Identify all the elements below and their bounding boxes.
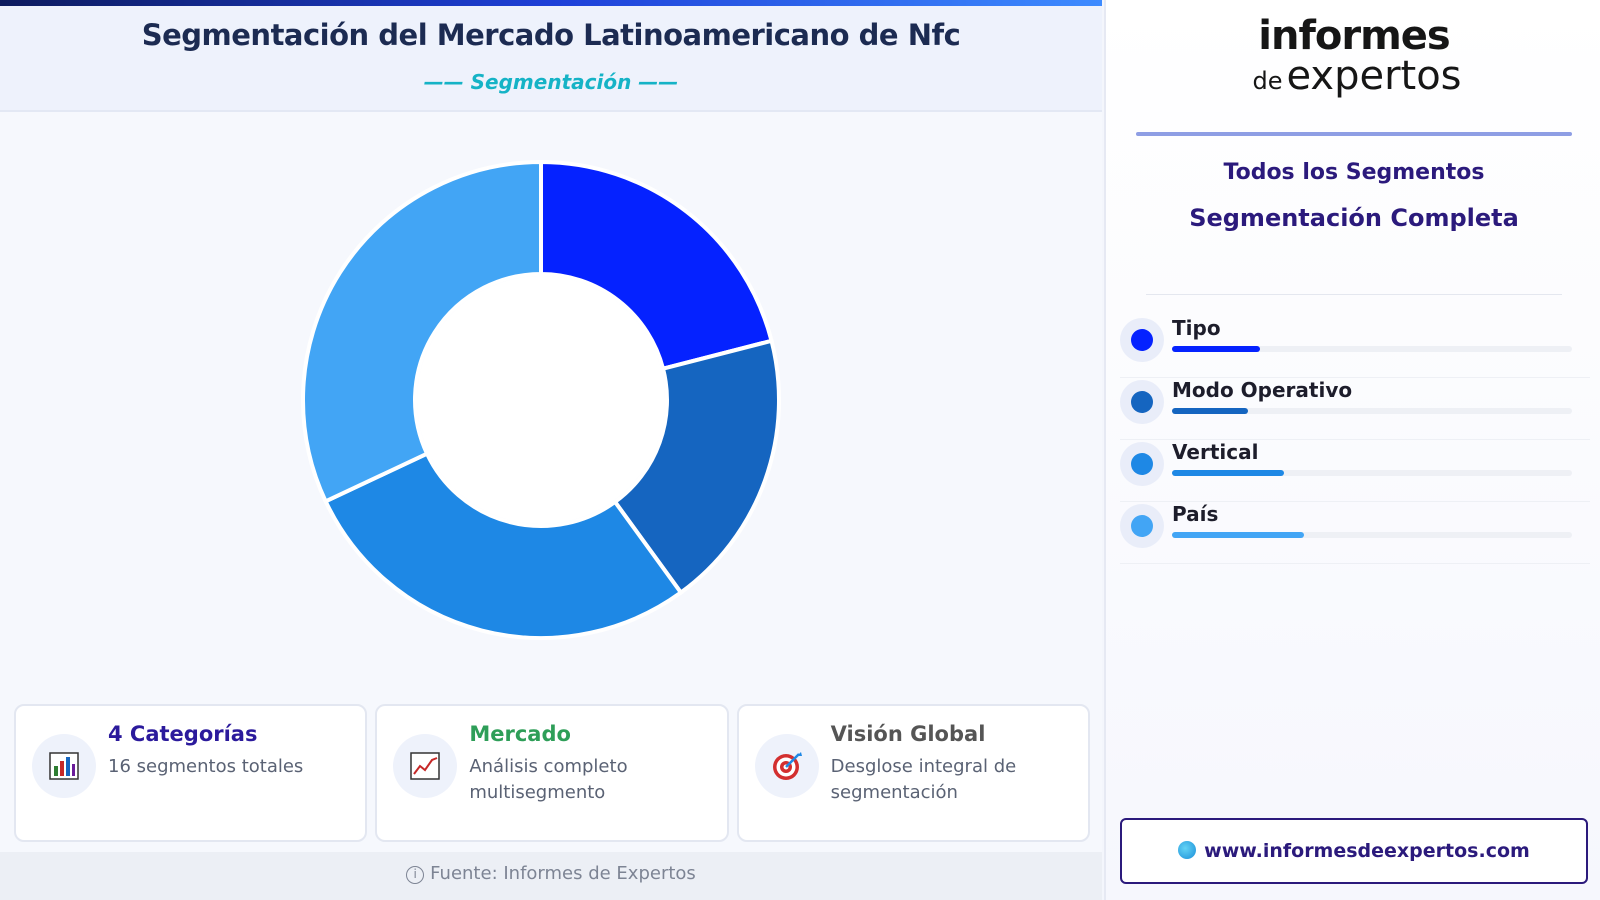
page-title: Segmentación del Mercado Latinoamericano…	[141, 18, 961, 52]
legend-bar-track	[1172, 470, 1572, 476]
legend-item-tipo: Tipo	[1120, 316, 1590, 378]
bar-chart-icon	[32, 734, 96, 798]
sidebar-heading: Todos los Segmentos	[1223, 160, 1485, 185]
logo-expertos: expertos	[1286, 53, 1462, 99]
card-title: Visión Global	[830, 722, 986, 746]
card-text: Desglose integral de segmentación	[830, 756, 1017, 803]
sidebar-divider	[1136, 132, 1572, 136]
logo: informes de expertos	[1106, 14, 1600, 99]
source-text: Fuente: Informes de Expertos	[430, 863, 696, 884]
legend-item-vertical: Vertical	[1120, 440, 1590, 502]
donut-chart	[301, 159, 781, 640]
legend-dot	[1131, 515, 1153, 537]
legend-label: Tipo	[1172, 316, 1221, 340]
donut-slice-tipo	[539, 159, 774, 372]
legend-dot	[1131, 391, 1153, 413]
legend: Tipo Modo Operativo Vertical País	[1120, 316, 1590, 564]
chart-area	[0, 112, 1102, 697]
donut-slice-vertical	[322, 450, 684, 640]
header: Segmentación del Mercado Latinoamericano…	[0, 6, 1102, 112]
donut-slice-modo-operativo	[612, 338, 781, 596]
legend-bar-fill	[1172, 470, 1284, 476]
card-title: Mercado	[469, 722, 571, 746]
legend-bar-track	[1172, 408, 1572, 414]
info-icon: i	[406, 866, 425, 884]
card-text: 16 segmentos totales	[108, 756, 304, 777]
donut-hole	[417, 276, 665, 524]
sidebar-thin-divider	[1146, 294, 1562, 295]
legend-dot	[1131, 329, 1153, 351]
footer-source: i Fuente: Informes de Expertos	[0, 852, 1102, 900]
legend-marker	[1120, 442, 1164, 486]
legend-marker	[1120, 380, 1164, 424]
website-text: www.informesdeexpertos.com	[1204, 840, 1530, 862]
legend-marker	[1120, 318, 1164, 362]
info-cards: 4 Categorías 16 segmentos totales Mercad…	[14, 704, 1090, 844]
legend-bar-fill	[1172, 346, 1260, 352]
website-link[interactable]: www.informesdeexpertos.com	[1120, 818, 1588, 884]
card-market: Mercado Análisis completo multisegmento	[375, 704, 729, 842]
sidebar-subheading: Segmentación Completa	[1189, 204, 1519, 232]
card-text: Análisis completo multisegmento	[469, 756, 628, 803]
legend-label: Vertical	[1172, 440, 1259, 464]
card-categories: 4 Categorías 16 segmentos totales	[14, 704, 368, 842]
top-accent-strip	[0, 0, 1102, 6]
logo-line1: informes	[1258, 13, 1450, 59]
legend-bar-track	[1172, 346, 1572, 352]
globe-icon	[1178, 841, 1197, 859]
legend-label: Modo Operativo	[1172, 378, 1353, 402]
legend-bar-fill	[1172, 532, 1304, 538]
logo-de: de	[1252, 67, 1283, 95]
card-title: 4 Categorías	[108, 722, 258, 746]
target-icon	[754, 734, 819, 798]
legend-dot	[1131, 453, 1153, 475]
card-global-vision: Visión Global Desglose integral de segme…	[736, 704, 1090, 842]
legend-bar-track	[1172, 532, 1572, 538]
trend-chart-icon	[393, 734, 458, 798]
legend-label: País	[1172, 502, 1219, 526]
page-subtitle: —— Segmentación ——	[423, 70, 679, 94]
legend-marker	[1120, 504, 1164, 548]
main-panel: Segmentación del Mercado Latinoamericano…	[0, 0, 1102, 900]
donut-slice-país	[301, 159, 543, 504]
logo-line2: de expertos	[1112, 56, 1600, 99]
legend-item-pais: País	[1120, 502, 1590, 564]
sidebar: informes de expertos Todos los Segmentos …	[1104, 0, 1600, 900]
legend-item-modo-operativo: Modo Operativo	[1120, 378, 1590, 440]
legend-bar-fill	[1172, 408, 1248, 414]
